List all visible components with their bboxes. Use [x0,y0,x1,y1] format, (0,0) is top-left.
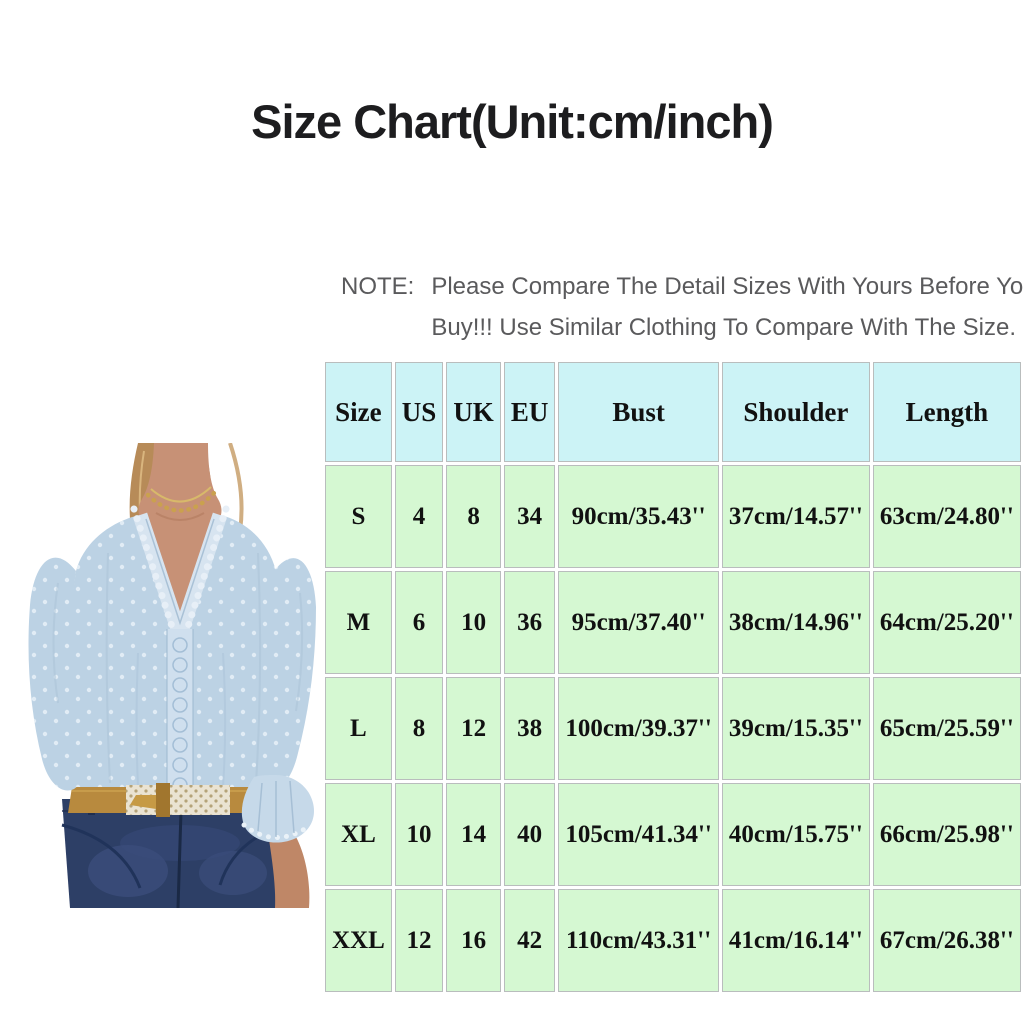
col-header-size: Size [325,362,392,462]
cell-bust: 110cm/43.31'' [558,889,719,992]
cell-shoulder: 37cm/14.57'' [721,465,870,568]
table-row-xxl: XXL 12 16 42 110cm/43.31'' 41cm/16.14'' … [325,889,1021,992]
cell-shoulder: 40cm/15.75'' [721,783,870,886]
cell-eu: 42 [503,889,556,992]
cell-size: XXL [325,889,392,992]
lace-trim [130,505,230,797]
table-row-m: M 6 10 36 95cm/37.40'' 38cm/14.96'' 64cm… [325,571,1021,674]
cell-shoulder: 38cm/14.96'' [721,571,870,674]
cell-size: S [325,465,392,568]
cell-shoulder: 39cm/15.35'' [721,677,870,780]
col-header-shoulder: Shoulder [721,362,870,462]
cell-length: 64cm/25.20'' [872,571,1021,674]
necklace [145,486,217,513]
model-skin [138,443,222,635]
ruffle-cuff [241,775,314,843]
cell-eu: 36 [503,571,556,674]
cell-bust: 95cm/37.40'' [558,571,719,674]
cell-eu: 40 [503,783,556,886]
cell-eu: 34 [503,465,556,568]
cell-us: 6 [394,571,444,674]
note: NOTE: Please Compare The Detail Sizes Wi… [341,266,1024,348]
cell-us: 8 [394,677,444,780]
cell-size: XL [325,783,392,886]
cell-us: 10 [394,783,444,886]
col-header-us: US [394,362,444,462]
col-header-uk: UK [446,362,501,462]
table-row-xl: XL 10 14 40 105cm/41.34'' 40cm/15.75'' 6… [325,783,1021,886]
note-line-2: Buy!!! Use Similar Clothing To Compare W… [431,314,1017,341]
cell-shoulder: 41cm/16.14'' [721,889,870,992]
cell-length: 63cm/24.80'' [872,465,1021,568]
product-photo [18,442,320,909]
cell-eu: 38 [503,677,556,780]
cell-uk: 14 [446,783,501,886]
page-title: Size Chart(Unit:cm/inch) [251,95,774,148]
col-header-eu: EU [503,362,556,462]
table-row-l: L 8 12 38 100cm/39.37'' 39cm/15.35'' 65c… [325,677,1021,780]
cell-length: 67cm/26.38'' [872,889,1021,992]
cell-uk: 8 [446,465,501,568]
cell-length: 66cm/25.98'' [872,783,1021,886]
cell-us: 4 [394,465,444,568]
note-label: NOTE: [341,273,415,300]
col-header-bust: Bust [558,362,719,462]
cell-bust: 90cm/35.43'' [558,465,719,568]
note-text: Please Compare The Detail Sizes With You… [431,266,1024,348]
cell-bust: 105cm/41.34'' [558,783,719,886]
cell-length: 65cm/25.59'' [872,677,1021,780]
jeans [61,799,301,909]
table-row-s: S 4 8 34 90cm/35.43'' 37cm/14.57'' 63cm/… [325,465,1021,568]
cell-size: M [325,571,392,674]
cell-uk: 10 [446,571,501,674]
cell-uk: 16 [446,889,501,992]
table-header-row: Size US UK EU Bust Shoulder Length [325,362,1021,462]
col-header-length: Length [872,362,1021,462]
cell-bust: 100cm/39.37'' [558,677,719,780]
cell-size: L [325,677,392,780]
belt [68,783,290,817]
note-line-1: Please Compare The Detail Sizes With You… [431,273,1024,300]
sleeves [28,557,316,791]
product-photo-illustration [28,442,316,909]
cell-uk: 12 [446,677,501,780]
forearm [268,833,310,908]
cell-us: 12 [394,889,444,992]
size-table: Size US UK EU Bust Shoulder Length S 4 8… [322,359,1024,995]
